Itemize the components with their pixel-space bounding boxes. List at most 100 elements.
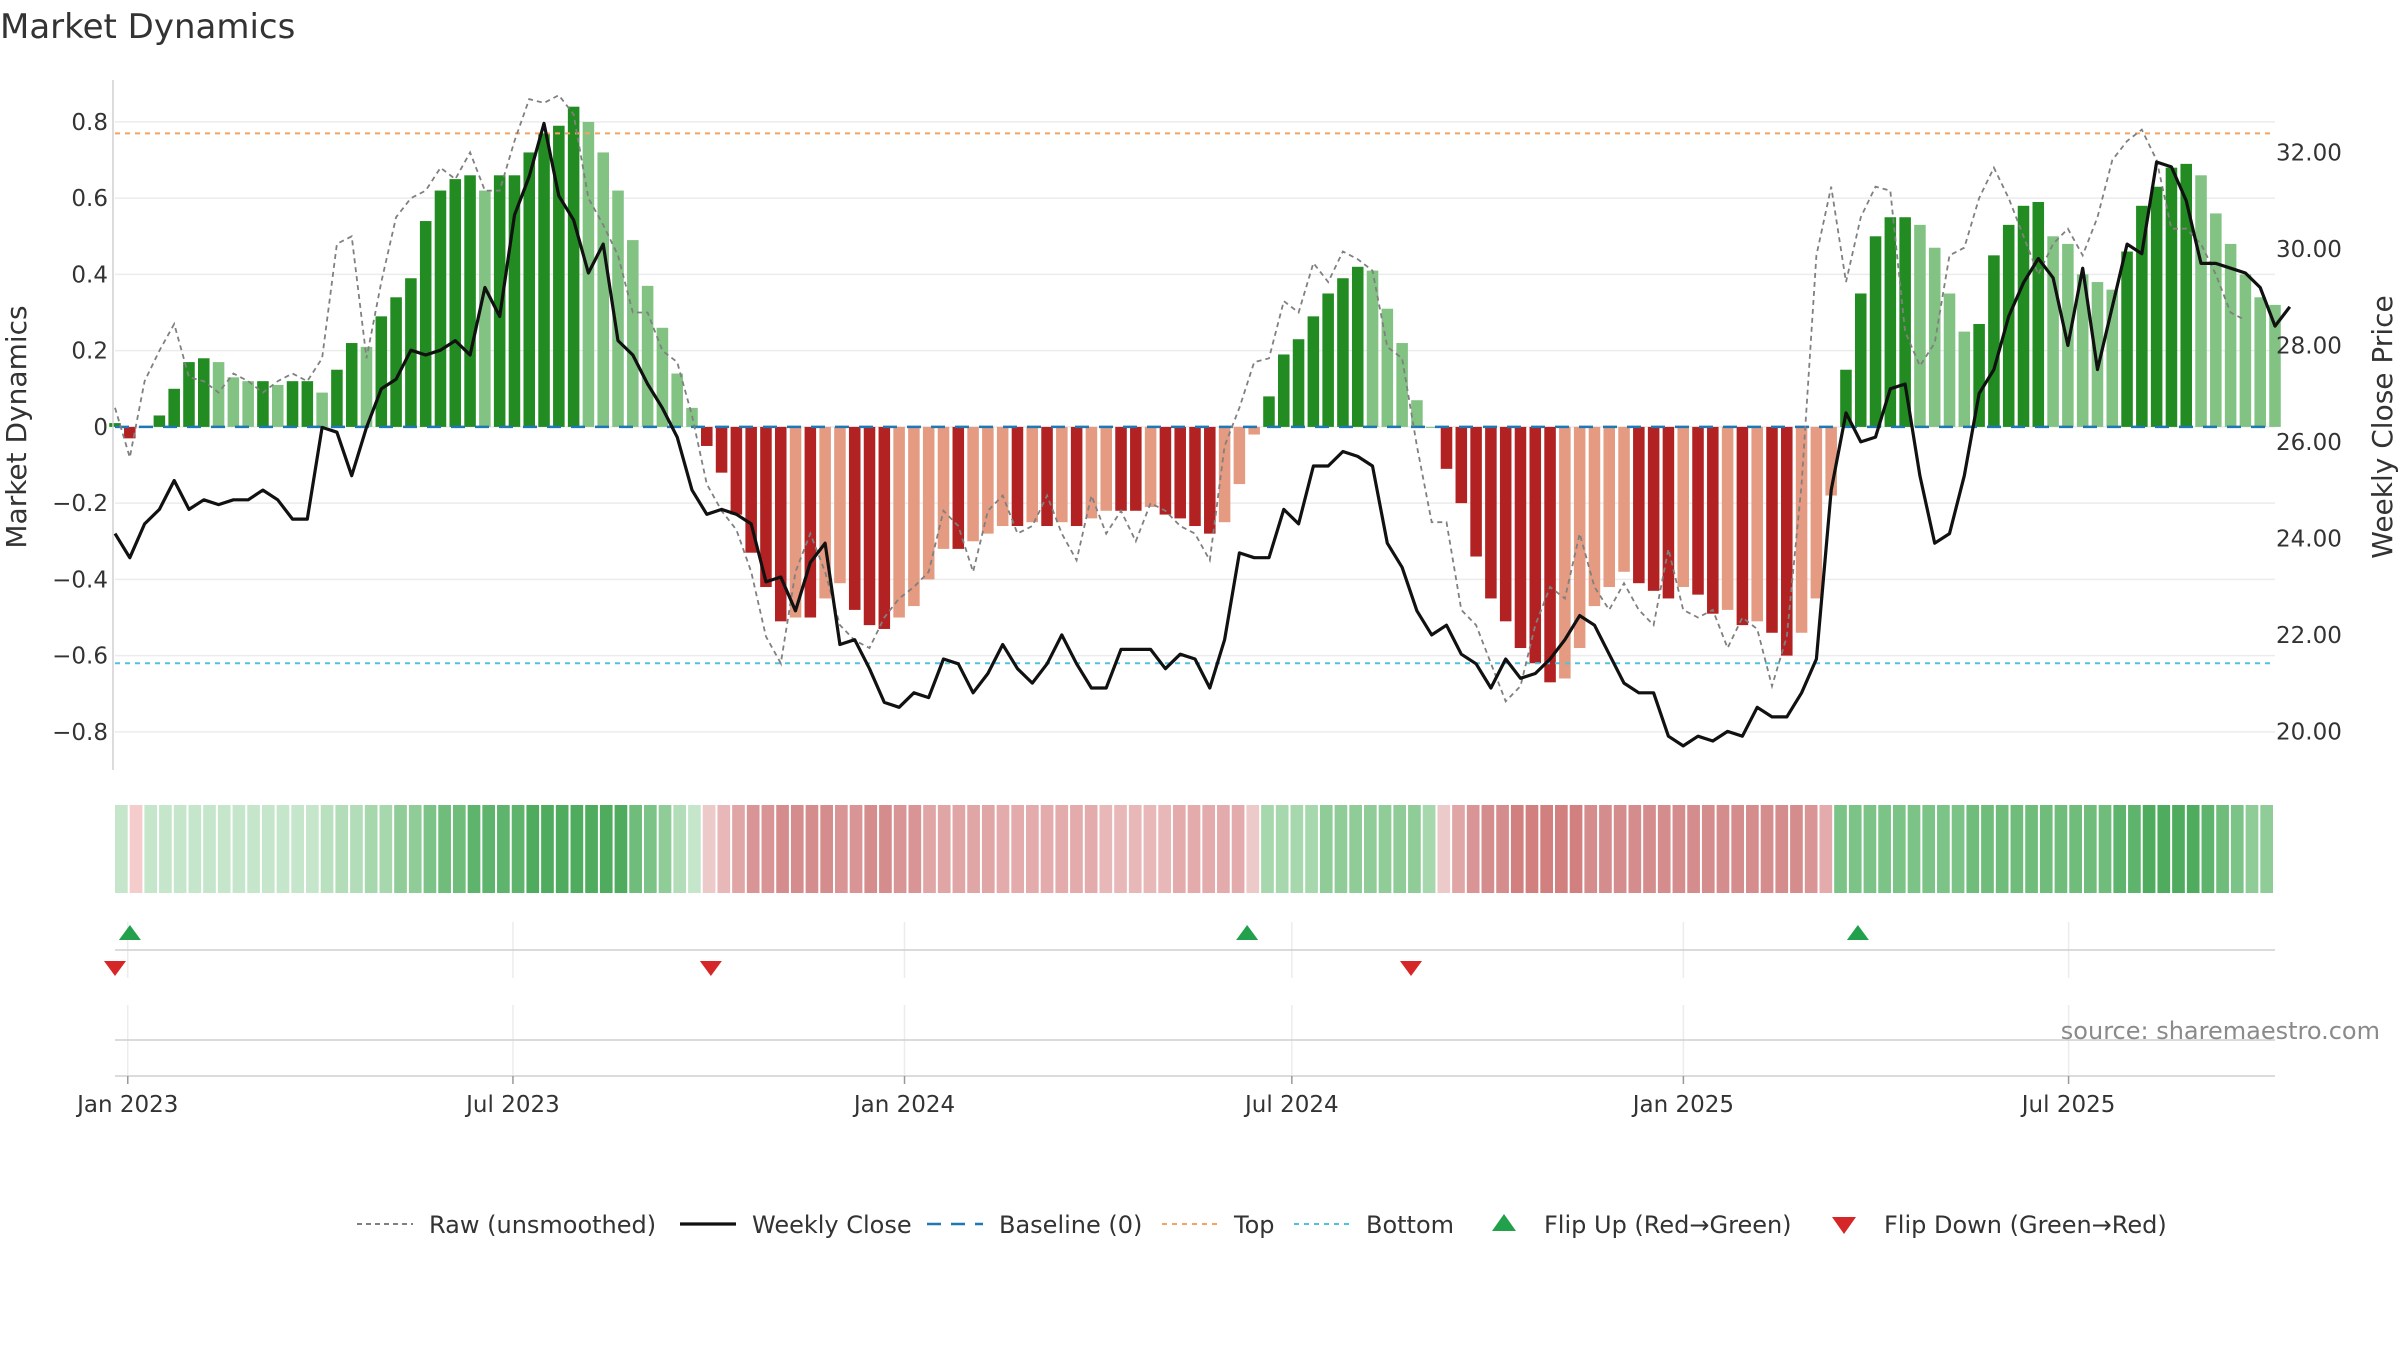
regime-cell: [1628, 805, 1642, 893]
momentum-bar: [1499, 426, 1512, 622]
momentum-bar: [1810, 426, 1823, 599]
regime-cell: [1040, 805, 1054, 893]
regime-cell: [967, 805, 980, 893]
momentum-bar: [2017, 205, 2030, 427]
x-tick-label: Jul 2023: [464, 1092, 560, 1118]
momentum-bar: [1440, 426, 1453, 469]
flip-down-marker: [1400, 961, 1422, 976]
momentum-bar: [434, 190, 447, 427]
regime-cell: [614, 805, 628, 893]
legend-label: Weekly Close: [752, 1211, 912, 1239]
momentum-bar: [523, 152, 536, 427]
regime-cell: [115, 805, 128, 893]
momentum-bar: [1366, 270, 1379, 427]
regime-cell: [702, 805, 716, 893]
momentum-bar: [2047, 236, 2059, 427]
regime-cell: [276, 805, 290, 893]
regime-cell: [1569, 805, 1583, 893]
momentum-bar: [493, 175, 506, 427]
momentum-bar: [1529, 426, 1542, 664]
y-tick-left-label: −0.4: [52, 567, 108, 593]
regime-cell: [482, 805, 496, 893]
regime-cell: [203, 805, 216, 893]
momentum-bar: [1914, 224, 1926, 427]
regime-cell: [379, 805, 393, 893]
momentum-bar: [242, 381, 254, 427]
momentum-bar: [878, 426, 891, 629]
momentum-bar: [212, 362, 225, 427]
regime-cell: [1716, 805, 1730, 893]
momentum-bar: [1425, 426, 1438, 428]
regime-cell: [320, 805, 334, 893]
regime-cell: [732, 805, 745, 893]
regime-cell: [790, 805, 804, 893]
momentum-bar: [819, 426, 831, 599]
regime-cell: [776, 805, 789, 893]
momentum-bar: [197, 358, 210, 427]
momentum-bar: [2239, 274, 2252, 427]
regime-cell: [643, 805, 657, 893]
regime-cell: [923, 805, 936, 893]
regime-cell: [247, 805, 260, 893]
momentum-bar: [967, 426, 979, 542]
regime-cell: [629, 805, 642, 893]
regime-cell: [188, 805, 202, 893]
momentum-bar: [227, 377, 240, 427]
momentum-bar: [1292, 339, 1305, 427]
axes: 0.8 0.6 0.4 0.2 0 −0.2 −0.4 −0.6 −0.8 32.00 30.00 2…: [52, 80, 2342, 770]
raw-line: [114, 94, 2246, 704]
regime-cell: [2054, 805, 2068, 893]
legend-item-raw: Raw (unsmoothed): [357, 1211, 656, 1239]
regime-cell: [2069, 805, 2082, 893]
momentum-bar: [2165, 167, 2178, 427]
momentum-bar: [390, 297, 402, 427]
legend-item-flip_down: Flip Down (Green→Red): [1832, 1211, 2167, 1239]
momentum-bar: [1884, 217, 1897, 427]
momentum-bar: [715, 426, 728, 473]
regime-cell: [585, 805, 598, 893]
regime-cell: [1246, 805, 1260, 893]
regime-cell: [2098, 805, 2112, 893]
regime-cell: [173, 805, 187, 893]
regime-cell: [129, 805, 143, 893]
weekly-close-line: [113, 121, 2292, 748]
legend: Raw (unsmoothed) Weekly Close Baseline (0)…: [357, 1211, 2167, 1239]
regime-cell: [1319, 805, 1333, 893]
legend-label: Raw (unsmoothed): [429, 1211, 656, 1239]
momentum-bar: [183, 362, 195, 427]
momentum-bar: [641, 285, 654, 427]
regime-cell: [1349, 805, 1362, 893]
momentum-bar: [2180, 163, 2193, 427]
x-tick-label: Jan 2023: [75, 1092, 178, 1118]
regime-cell: [335, 805, 349, 893]
regime-cell: [1408, 805, 1421, 893]
regime-cell: [1496, 805, 1509, 893]
regime-cell: [2260, 805, 2273, 893]
x-axis-ticks: Jan 2023 Jul 2023 Jan 2024 Jul 2024 Jan 2025…: [75, 1076, 2115, 1118]
flip-markers-panel: [104, 922, 2275, 978]
momentum-bar: [1130, 426, 1142, 511]
momentum-bar: [863, 426, 876, 626]
regime-cell: [1114, 805, 1127, 893]
regime-cell: [746, 805, 760, 893]
regime-cell: [1863, 805, 1877, 893]
y-tick-right-label: 24.00: [2276, 526, 2342, 552]
regime-cell: [232, 805, 246, 893]
momentum-bar: [1011, 426, 1024, 527]
regime-cell: [570, 805, 584, 893]
momentum-bar: [360, 346, 373, 427]
regime-cell: [1966, 805, 1980, 893]
regime-cell: [820, 805, 833, 893]
momentum-bar: [2150, 186, 2163, 427]
momentum-bar: [168, 388, 180, 427]
regime-cell: [761, 805, 775, 893]
source-note: source: sharemaestro.com: [2061, 1017, 2380, 1045]
y-tick-right-label: 28.00: [2276, 333, 2342, 359]
y-tick-right-label: 26.00: [2276, 430, 2342, 456]
momentum-bar: [760, 426, 772, 588]
y-tick-left-label: 0.2: [71, 339, 108, 365]
momentum-bar: [937, 426, 950, 549]
regime-cell: [2245, 805, 2259, 893]
momentum-bar: [2062, 243, 2074, 427]
